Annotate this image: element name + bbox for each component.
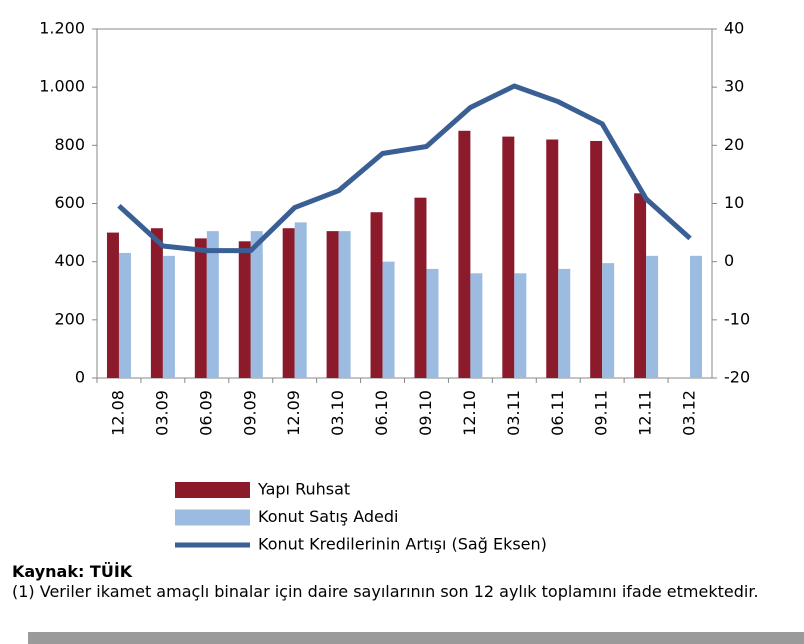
x-tick-label: 12.08 — [108, 390, 127, 436]
bar — [414, 197, 427, 378]
bar — [426, 268, 439, 378]
bar — [338, 231, 351, 378]
y2-tick-label: 10 — [724, 193, 744, 212]
y2-tick-label: -20 — [724, 368, 750, 387]
bar — [206, 231, 219, 378]
y-tick-label: 0 — [75, 368, 85, 387]
y2-tick-label: 20 — [724, 135, 744, 154]
legend-label: Yapı Ruhsat — [257, 480, 350, 499]
x-tick-label: 09.11 — [592, 390, 611, 436]
bar — [546, 139, 559, 378]
bar — [558, 268, 571, 378]
chart: 0 200 400 600 800 1.000 1.200 -20 -10 0 10 20 30 40 12… — [39, 19, 750, 554]
y2-tick-label: 30 — [724, 77, 744, 96]
y-tick-label: 200 — [54, 309, 85, 328]
bottom-bar — [28, 632, 804, 644]
bar — [458, 130, 471, 378]
note: (1) Veriler ikamet amaçlı binalar için d… — [12, 582, 759, 601]
y-tick-label: 1.000 — [39, 77, 85, 96]
bar — [470, 273, 483, 378]
bar — [514, 273, 527, 378]
bar — [238, 241, 251, 378]
bar — [646, 255, 659, 378]
x-tick-label: 03.11 — [504, 390, 523, 436]
x-tick-label: 12.11 — [636, 390, 655, 436]
legend-swatch — [175, 482, 250, 498]
x-tick-label: 09.09 — [240, 390, 259, 436]
legend-label: Konut Kredilerinin Artışı (Sağ Eksen) — [258, 535, 547, 554]
bar — [602, 263, 615, 378]
bar — [282, 228, 295, 378]
x-tick-label: 12.10 — [460, 390, 479, 436]
legend-swatch — [175, 509, 250, 526]
y-tick-label: 800 — [54, 135, 85, 154]
x-tick-label: 03.10 — [328, 390, 347, 436]
source: Kaynak: TÜİK — [12, 562, 133, 581]
bar — [690, 255, 703, 378]
bar — [590, 140, 603, 378]
x-tick-label: 12.09 — [284, 390, 303, 436]
bar — [250, 231, 263, 378]
bar — [370, 212, 383, 378]
bar — [326, 231, 339, 378]
x-tick-label: 06.09 — [196, 390, 215, 436]
x-tick-label: 03.09 — [152, 390, 171, 436]
bar — [382, 261, 395, 378]
plot-border — [96, 28, 713, 379]
x-tick-label: 06.10 — [372, 390, 391, 436]
bar — [150, 228, 163, 378]
x-tick-label: 09.10 — [416, 390, 435, 436]
x-tick-label: 03.12 — [680, 390, 699, 436]
bar — [118, 252, 131, 378]
y2-tick-label: 40 — [724, 19, 744, 38]
y-tick-label: 1.200 — [39, 19, 85, 38]
bar — [162, 255, 175, 378]
footnote: Kaynak: TÜİK (1) Veriler ikamet amaçlı b… — [12, 562, 798, 602]
bar — [634, 193, 647, 378]
y-tick-label: 600 — [54, 193, 85, 212]
line — [117, 83, 692, 254]
bar — [106, 232, 119, 378]
bar — [194, 238, 207, 378]
y2-tick-label: -10 — [724, 309, 750, 328]
y-tick-label: 400 — [54, 251, 85, 270]
x-tick-label: 06.11 — [548, 390, 567, 436]
y2-tick-label: 0 — [724, 251, 734, 270]
legend-label: Konut Satış Adedi — [258, 507, 399, 526]
bar — [294, 222, 307, 378]
bar — [502, 136, 515, 378]
